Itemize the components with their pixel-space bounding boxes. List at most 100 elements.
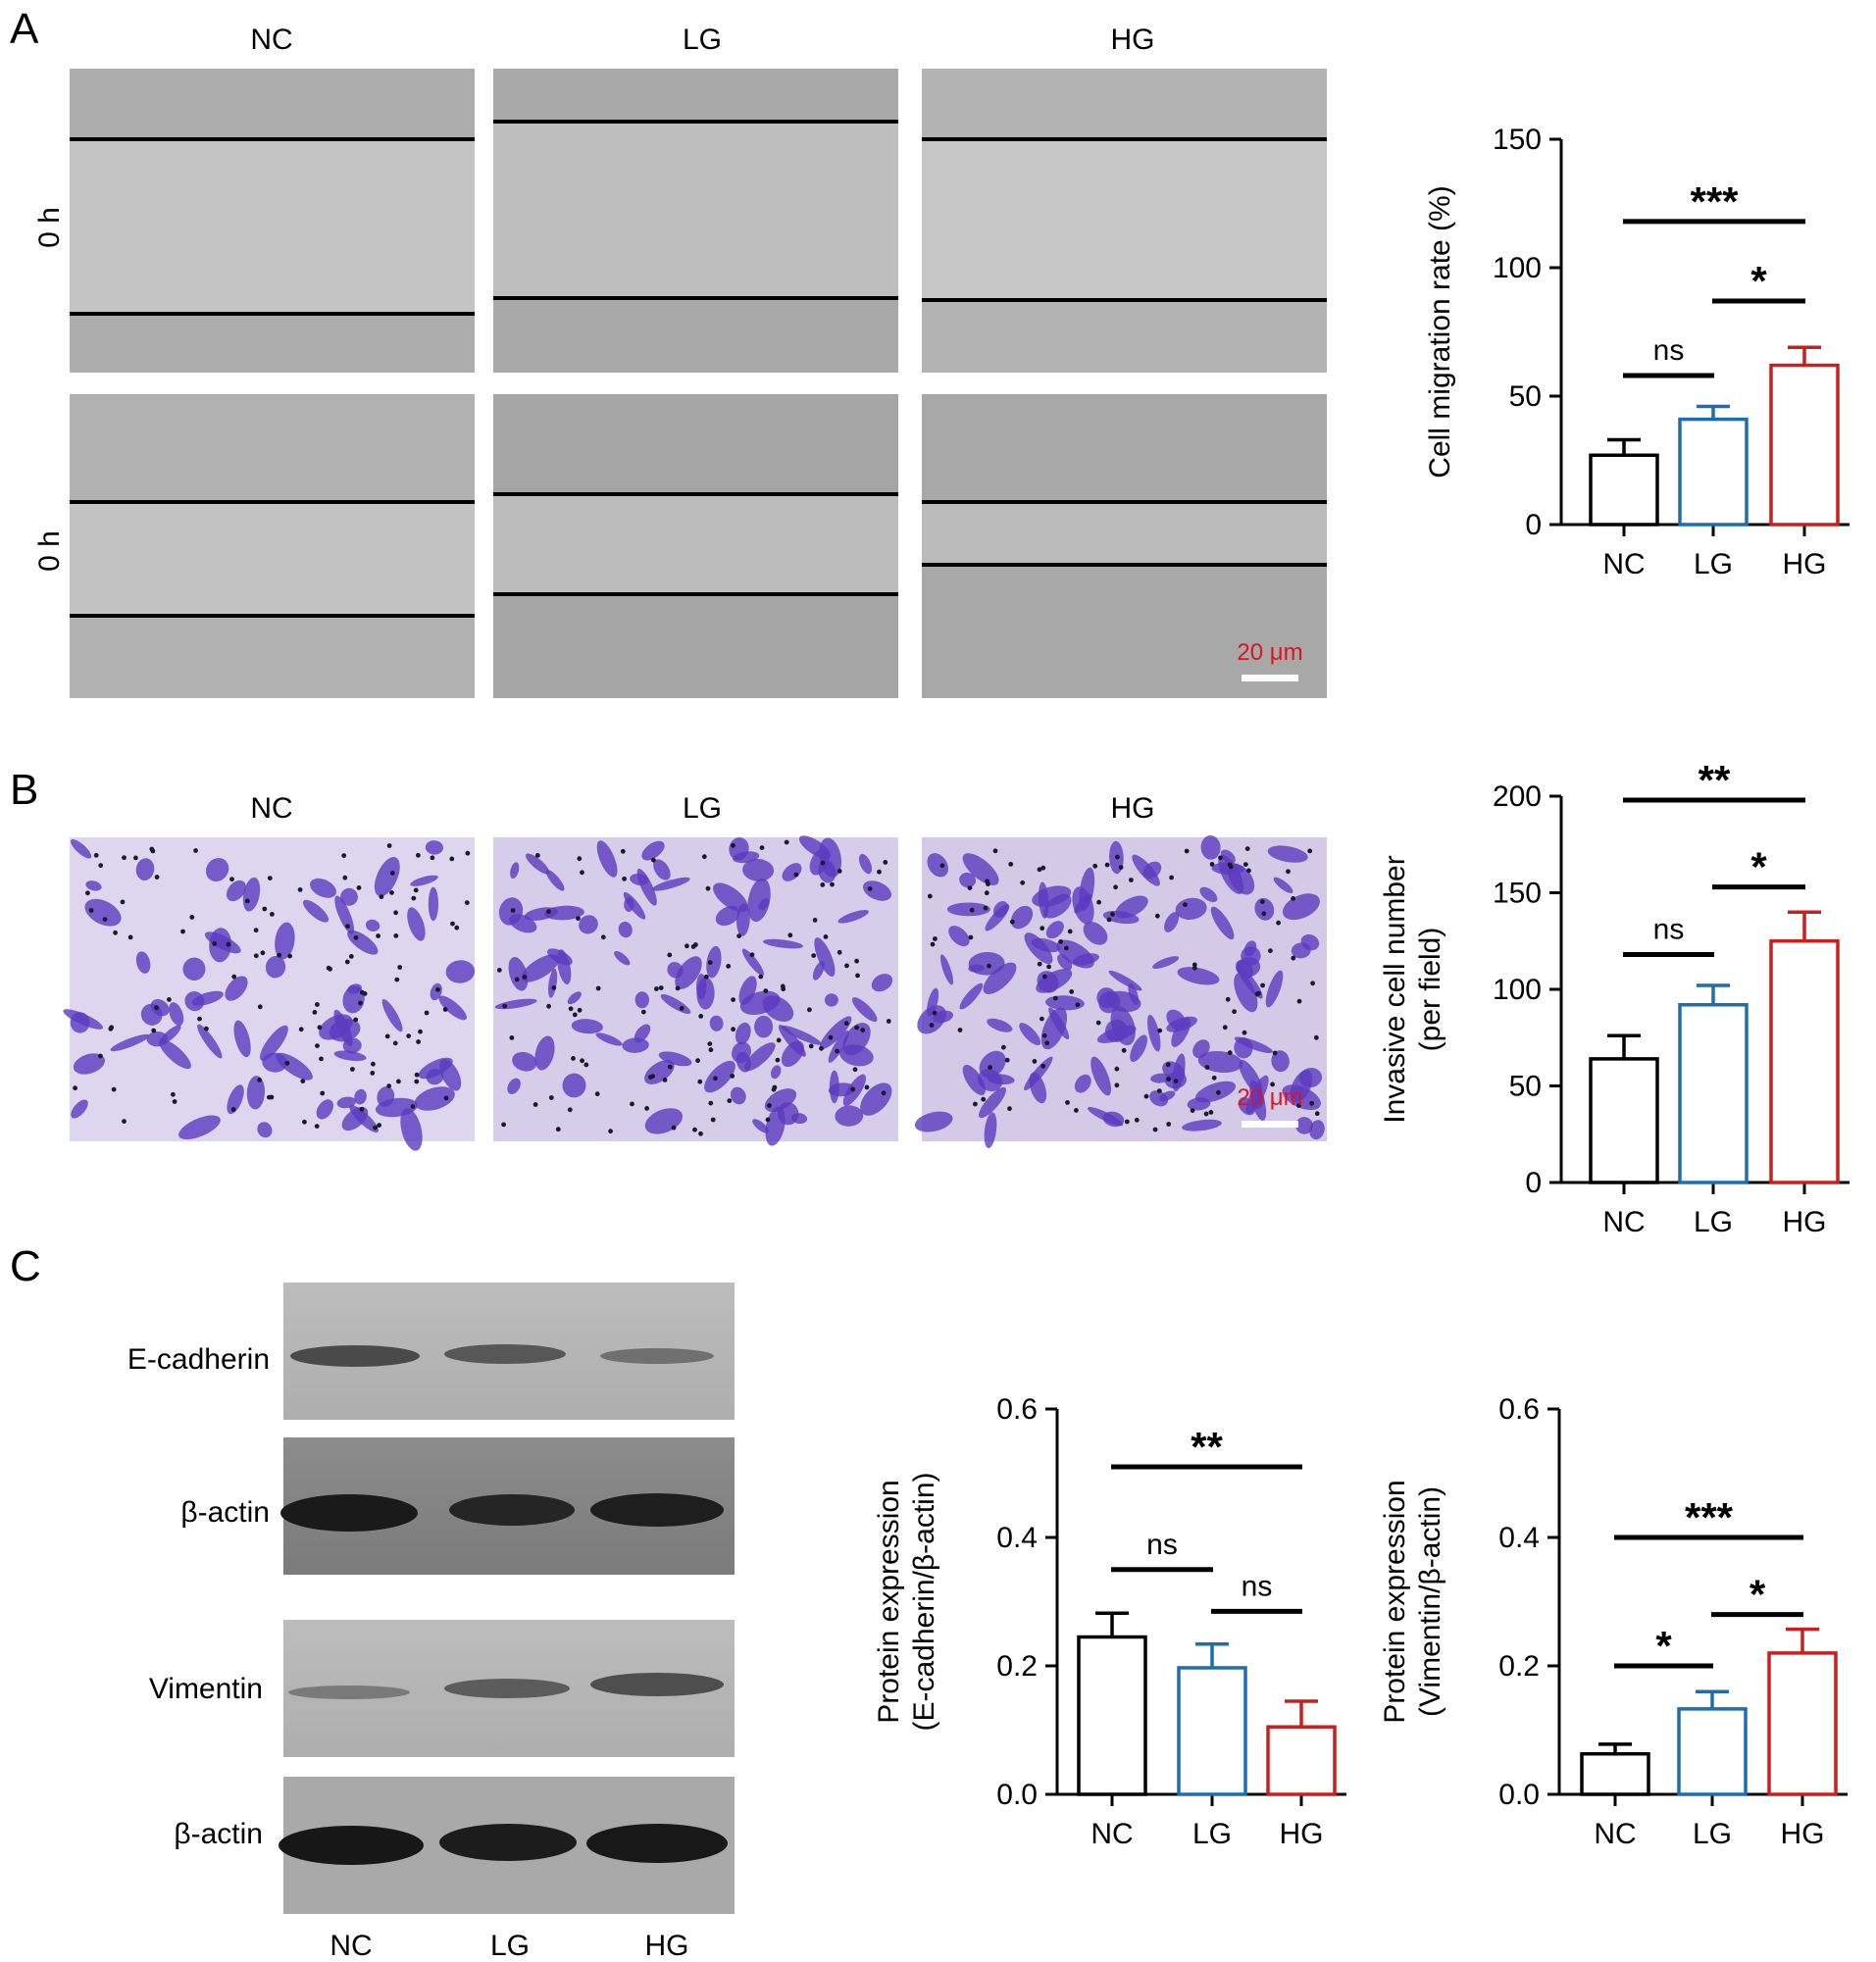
membrane-pore (987, 963, 991, 969)
membrane-pore (731, 997, 735, 1002)
bands-actin-1 (280, 1493, 724, 1532)
membrane-pore (396, 1079, 401, 1084)
chart-migration: 0 50 100 150 NC LG HG Cell migration rate (%) ns… (1424, 124, 1850, 580)
membrane-pore (546, 909, 551, 915)
y-axis-title: Protein expression (873, 1480, 905, 1723)
membrane-pore (212, 941, 218, 946)
membrane-pore (320, 1090, 326, 1096)
membrane-pore (1166, 1122, 1172, 1127)
membrane-pore (370, 1071, 376, 1076)
membrane-pore (787, 932, 793, 938)
stained-cell (1029, 1072, 1047, 1104)
membrane-pore (1064, 945, 1069, 951)
stained-cell (135, 858, 155, 880)
stained-cell (985, 904, 1010, 931)
stained-cell (262, 1052, 287, 1073)
membrane-pore (1046, 964, 1051, 970)
membrane-pore (973, 1101, 978, 1107)
membrane-pore (102, 917, 108, 922)
panel-label-b: B (10, 766, 38, 814)
stained-cell (914, 1111, 953, 1132)
membrane-pore (551, 985, 557, 990)
stained-cell (1083, 922, 1108, 945)
membrane-pore (749, 952, 755, 958)
membrane-pore (820, 882, 826, 887)
membrane-pore (253, 928, 259, 933)
membrane-pore (353, 1017, 359, 1023)
membrane-pore (113, 930, 118, 935)
stained-cell (246, 1076, 266, 1110)
membrane-pore (230, 1107, 236, 1112)
membrane-pore (697, 1079, 703, 1084)
membrane-pore (384, 1033, 390, 1039)
membrane-pore (315, 1002, 320, 1007)
membrane-pore (985, 879, 989, 884)
membrane-pore (808, 1043, 814, 1049)
membrane-pore (726, 964, 732, 969)
membrane-pore (984, 890, 989, 896)
membrane-pore (837, 869, 842, 874)
membrane-pore (393, 933, 399, 938)
stained-cell (1239, 1059, 1263, 1094)
stained-cell (205, 858, 229, 881)
membrane-pore (828, 1034, 834, 1040)
membrane-pore (73, 1085, 77, 1091)
membrane-pore (449, 856, 455, 862)
membrane-pore (759, 845, 765, 850)
y-tick-label: 0.0 (996, 1779, 1038, 1811)
membrane-pore (386, 843, 392, 848)
stained-cell (73, 1053, 105, 1075)
membrane-pore (1114, 1082, 1120, 1088)
membrane-pore (1042, 974, 1047, 980)
membrane-pore (707, 1041, 713, 1046)
membrane-pore (883, 860, 888, 865)
membrane-pore (1261, 911, 1267, 917)
membrane-pore (350, 1067, 355, 1072)
stained-cell (534, 1035, 555, 1071)
stained-cell (596, 840, 618, 878)
membrane-pore (348, 954, 354, 959)
stained-cell (917, 1005, 946, 1034)
membrane-pore (877, 869, 882, 875)
membrane-pore (1134, 1117, 1140, 1123)
membrane-pore (819, 1045, 824, 1051)
x-tick-label: NC (1594, 1818, 1636, 1850)
stained-cell (1128, 982, 1140, 1006)
membrane-pore (312, 1010, 318, 1015)
membrane-pore (1008, 862, 1014, 867)
a-scale-bar-label: 20 μm (1237, 639, 1302, 666)
significance-label: *** (1690, 178, 1739, 225)
stained-cell (1267, 845, 1308, 863)
membrane-pore (122, 1119, 127, 1124)
membrane-pore (362, 991, 368, 996)
y-tick-label: 150 (1493, 124, 1542, 156)
membrane-pore (860, 1028, 866, 1032)
membrane-pore (546, 1003, 551, 1009)
membrane-pore (571, 1056, 576, 1061)
stained-cell (651, 877, 690, 891)
stained-cell (732, 1041, 751, 1064)
blot-label-actin-2: β-actin (174, 1818, 263, 1850)
membrane-pore (1009, 919, 1015, 925)
membrane-pore (1114, 1066, 1120, 1072)
stained-cell (1182, 1119, 1222, 1132)
membrane-pore (127, 934, 133, 940)
stained-cell (614, 950, 631, 966)
blot-label-actin-1: β-actin (180, 1496, 270, 1529)
membrane-pore (1286, 869, 1291, 875)
membrane-pore (270, 912, 275, 917)
membrane-pore (1166, 1077, 1172, 1082)
membrane-pore (302, 1119, 307, 1125)
membrane-pore (197, 1016, 202, 1022)
membrane-pore (1154, 913, 1160, 919)
membrane-pore (705, 885, 711, 891)
membrane-pore (450, 921, 455, 927)
membrane-pore (576, 916, 581, 922)
membrane-pore (1307, 848, 1313, 854)
stained-cell (414, 1086, 455, 1111)
membrane-pore (1095, 1020, 1101, 1026)
stained-cell (1045, 921, 1064, 939)
membrane-pore (1032, 1059, 1038, 1064)
significance-label: * (1749, 1572, 1766, 1618)
